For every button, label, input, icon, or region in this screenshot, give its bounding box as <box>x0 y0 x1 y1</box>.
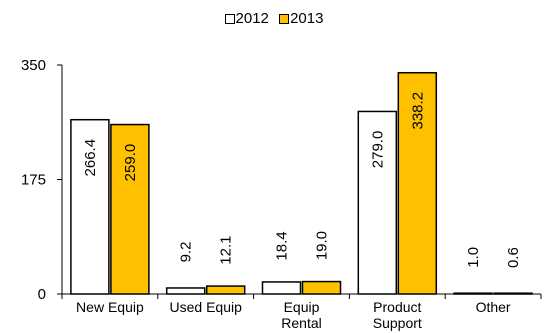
x-tick-label: Rental <box>281 315 321 331</box>
x-tick-label: Product <box>373 299 421 315</box>
data-label-2012-0: 266.4 <box>82 139 99 177</box>
legend-item-2012: 2012 <box>224 10 269 27</box>
legend-swatch-2013 <box>279 13 290 24</box>
y-tick-label: 350 <box>21 57 46 74</box>
bar-2012-3 <box>357 110 398 295</box>
bar-2012-1 <box>165 287 206 295</box>
bar-2013-3 <box>397 71 438 295</box>
data-label-2013-1: 12.1 <box>218 235 235 264</box>
bar-2013-2 <box>301 280 342 295</box>
data-label-2012-4: 1.0 <box>465 247 482 268</box>
bar-2013-0 <box>110 123 150 295</box>
legend-label-2012: 2012 <box>235 10 269 27</box>
x-tick-label: Other <box>476 299 511 315</box>
data-label-2013-0: 259.0 <box>122 144 139 182</box>
y-tick-label: 175 <box>21 172 46 189</box>
data-label-2013-4: 0.6 <box>505 247 522 268</box>
data-label-2012-1: 9.2 <box>178 242 195 263</box>
data-label-2013-3: 338.2 <box>409 92 426 130</box>
bar-2013-4 <box>493 292 533 295</box>
data-label-2012-2: 18.4 <box>274 231 291 260</box>
bar-2012-2 <box>261 281 302 295</box>
x-tick-label: New Equip <box>76 299 144 315</box>
y-tick-label: 0 <box>38 286 46 303</box>
data-label-2013-2: 19.0 <box>314 231 331 260</box>
chart-legend: 2012 2013 <box>0 10 548 28</box>
x-tick-label: Support <box>373 315 422 331</box>
data-label-2012-3: 279.0 <box>369 131 386 169</box>
x-tick-label: Used Equip <box>170 299 243 315</box>
legend-item-2013: 2013 <box>279 10 323 27</box>
bar-2012-4 <box>453 292 493 295</box>
x-tick-label: Equip <box>284 299 320 315</box>
bar-2013-1 <box>205 285 246 295</box>
legend-swatch-2012 <box>224 13 235 24</box>
bar-2012-0 <box>70 118 110 295</box>
legend-label-2013: 2013 <box>290 10 324 27</box>
